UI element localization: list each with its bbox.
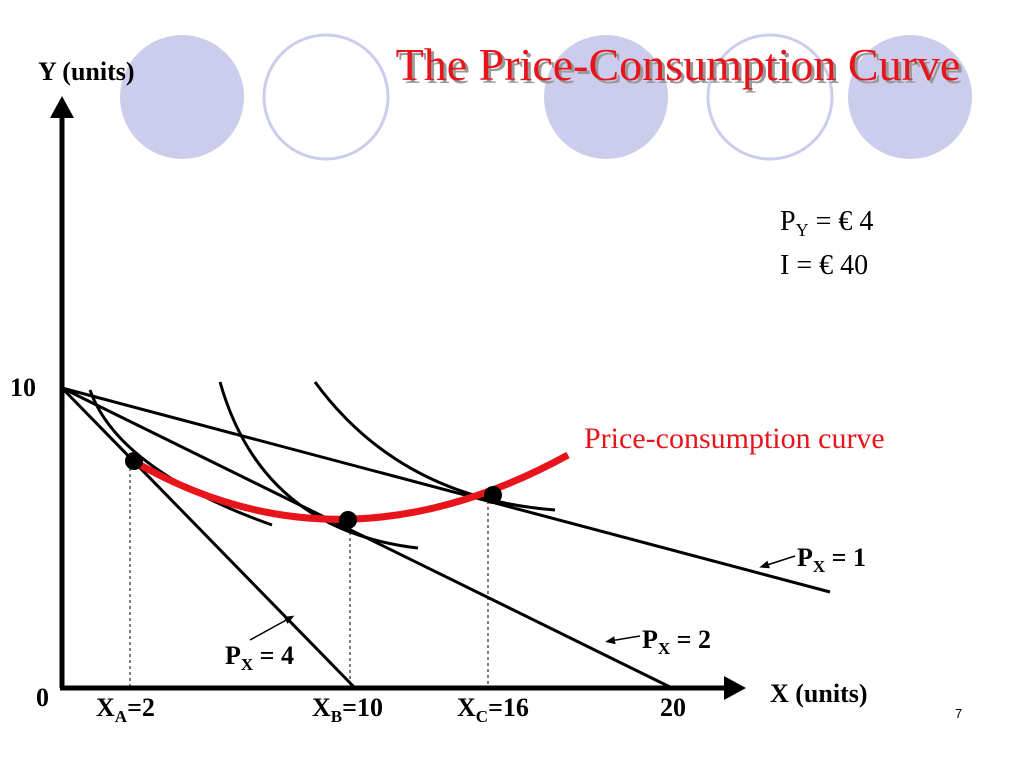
decor-circle bbox=[706, 33, 834, 161]
equilibrium-point bbox=[484, 486, 502, 504]
given-income: I = € 40 bbox=[780, 250, 868, 281]
x-label: XA=2 bbox=[96, 693, 155, 726]
equilibrium-point bbox=[339, 511, 357, 529]
y-intercept-label: 10 bbox=[10, 373, 36, 402]
budget-line bbox=[61, 386, 831, 594]
indifference-curve bbox=[218, 381, 419, 550]
decor-circle bbox=[544, 35, 668, 159]
curve-label: Price-consumption curve bbox=[584, 422, 885, 455]
indifference-curve bbox=[88, 389, 273, 527]
budget-label: PX = 1 bbox=[797, 543, 866, 576]
x-label: 20 bbox=[660, 693, 686, 722]
title-shadow: The Price-Consumption Curve bbox=[399, 42, 964, 93]
x-label: XC=16 bbox=[457, 693, 529, 726]
y-axis-label: Y (units) bbox=[38, 57, 135, 86]
x-label: XB=10 bbox=[312, 693, 383, 726]
x-arrow bbox=[724, 676, 746, 700]
decor-circle bbox=[848, 35, 972, 159]
x-axis-label: X (units) bbox=[770, 679, 868, 708]
indifference-curve bbox=[313, 381, 556, 512]
y-arrow bbox=[50, 96, 74, 118]
budget-line bbox=[60, 386, 357, 690]
given-price: PY = € 4 bbox=[780, 206, 873, 240]
equilibrium-point bbox=[125, 452, 143, 470]
decor-circle bbox=[262, 33, 390, 161]
pointer-arrow bbox=[759, 555, 796, 569]
pointer-arrow bbox=[605, 635, 641, 645]
title: The Price-Consumption Curve bbox=[396, 39, 961, 90]
budget-label: PX = 2 bbox=[642, 625, 711, 658]
decor-circle bbox=[120, 35, 244, 159]
origin-label: 0 bbox=[36, 683, 49, 712]
budget-label: PX = 4 bbox=[225, 641, 294, 674]
page-number: 7 bbox=[955, 706, 962, 721]
pointer-arrow bbox=[249, 615, 295, 641]
